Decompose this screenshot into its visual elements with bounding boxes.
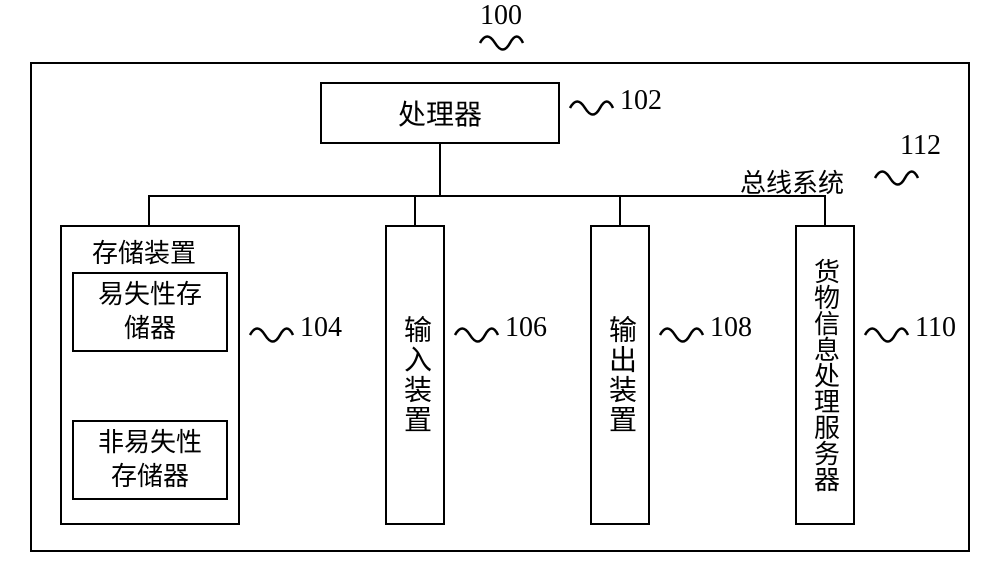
bus-line — [148, 195, 150, 225]
nonvolatile-memory-label: 非易失性 存储器 — [98, 426, 202, 494]
input-device-ref: 106 — [505, 312, 547, 344]
squiggle-icon — [565, 93, 615, 123]
processor-label: 处理器 — [398, 93, 482, 133]
storage-ref: 104 — [300, 312, 342, 344]
bus-line — [619, 195, 621, 225]
squiggle-icon — [450, 320, 500, 350]
processor-block: 处理器 — [320, 82, 560, 144]
input-device-block: 输入装置 — [385, 225, 445, 525]
volatile-memory-label: 易失性存 储器 — [98, 278, 202, 346]
bus-label: 总线系统 — [740, 163, 844, 200]
output-device-block: 输出装置 — [590, 225, 650, 525]
squiggle-icon — [860, 320, 910, 350]
processor-ref: 102 — [620, 85, 662, 117]
bus-ref: 112 — [900, 130, 941, 162]
squiggle-icon — [475, 28, 525, 58]
server-block: 货物信息处理服务器 — [795, 225, 855, 525]
squiggle-icon — [870, 163, 920, 193]
bus-line — [414, 195, 416, 225]
squiggle-icon — [655, 320, 705, 350]
input-device-label: 输入装置 — [395, 315, 435, 435]
nonvolatile-memory-block: 非易失性 存储器 — [72, 420, 228, 500]
squiggle-icon — [245, 320, 295, 350]
output-device-ref: 108 — [710, 312, 752, 344]
bus-line — [148, 195, 826, 197]
volatile-memory-block: 易失性存 储器 — [72, 272, 228, 352]
server-ref: 110 — [915, 312, 956, 344]
output-device-label: 输出装置 — [600, 315, 640, 435]
storage-title: 存储装置 — [92, 233, 196, 270]
server-label: 货物信息处理服务器 — [807, 258, 844, 492]
diagram-canvas: 100 处理器 102 总线系统 112 存储装置 易失性存 储器 非易失性 存… — [0, 0, 1000, 577]
bus-line — [439, 144, 441, 195]
